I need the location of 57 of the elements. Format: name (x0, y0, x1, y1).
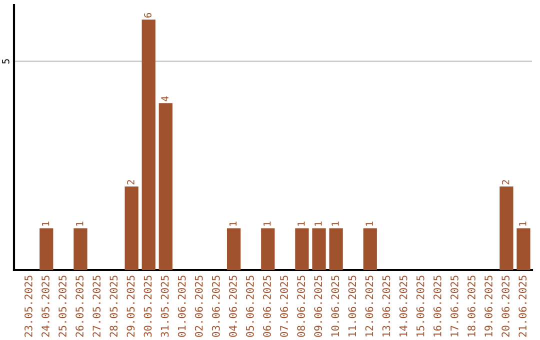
x-tick-label: 14.06.2025 (399, 276, 408, 336)
data-label: 1 (332, 222, 339, 226)
x-tick-label: 24.05.2025 (42, 276, 50, 337)
data-label: 1 (314, 222, 322, 226)
x-tick-label: 28.05.2025 (110, 276, 118, 337)
bar (74, 228, 88, 270)
data-label: 1 (76, 222, 84, 226)
bar (142, 20, 156, 270)
x-tick-label: 08.06.2025 (297, 276, 306, 337)
data-label: 1 (298, 222, 305, 226)
x-tick-label: 15.06.2025 (416, 276, 424, 336)
data-label: 2 (127, 180, 134, 184)
bar (295, 228, 309, 270)
bar (312, 228, 326, 270)
x-tick-label: 19.06.2025 (484, 276, 492, 336)
bar (516, 228, 530, 270)
bar (158, 103, 172, 270)
x-tick-label: 02.06.2025 (194, 276, 203, 337)
x-tick-label: 05.06.2025 (246, 276, 254, 337)
x-tick-label: 12.06.2025 (365, 276, 374, 336)
data-label: 1 (229, 222, 237, 226)
bar (226, 228, 241, 270)
x-tick-label: 09.06.2025 (314, 276, 322, 337)
data-label: 4 (161, 96, 168, 102)
x-tick-label: 01.06.2025 (178, 276, 186, 337)
data-label: 1 (42, 222, 50, 226)
x-tick-label: 25.05.2025 (58, 276, 66, 337)
data-label: 1 (366, 222, 373, 226)
y-tick-label: 5 (2, 59, 10, 64)
x-tick-label: 21.06.2025 (518, 276, 527, 337)
x-tick-label: 27.05.2025 (92, 276, 101, 337)
x-tick-label: 30.05.2025 (144, 276, 152, 337)
x-tick-label: 17.06.2025 (450, 276, 458, 336)
x-tick-label: 23.05.2025 (24, 276, 32, 337)
x-tick-label: 07.06.2025 (280, 276, 288, 337)
data-label: 6 (144, 12, 152, 18)
x-tick-label: 03.06.2025 (212, 276, 220, 337)
x-tick-label: 11.06.2025 (348, 276, 356, 336)
x-tick-label: 18.06.2025 (468, 276, 476, 336)
bar (124, 186, 138, 270)
bar (40, 228, 54, 270)
bar (261, 228, 275, 270)
x-tick-label: 13.06.2025 (382, 276, 390, 336)
x-tick-label: 16.06.2025 (433, 276, 442, 336)
data-label: 1 (264, 222, 271, 226)
data-label: 2 (502, 180, 510, 184)
x-tick-label: 29.05.2025 (126, 276, 135, 337)
bar (329, 228, 343, 270)
x-tick-label: 10.06.2025 (331, 276, 340, 336)
x-tick-label: 04.06.2025 (228, 276, 237, 337)
x-tick-label: 06.06.2025 (263, 276, 271, 337)
bar (363, 228, 377, 270)
x-tick-label: 20.06.2025 (502, 276, 510, 337)
bar (500, 186, 514, 270)
x-tick-label: 31.05.2025 (160, 276, 169, 337)
x-tick-label: 26.05.2025 (76, 276, 84, 337)
data-label: 1 (519, 222, 526, 226)
